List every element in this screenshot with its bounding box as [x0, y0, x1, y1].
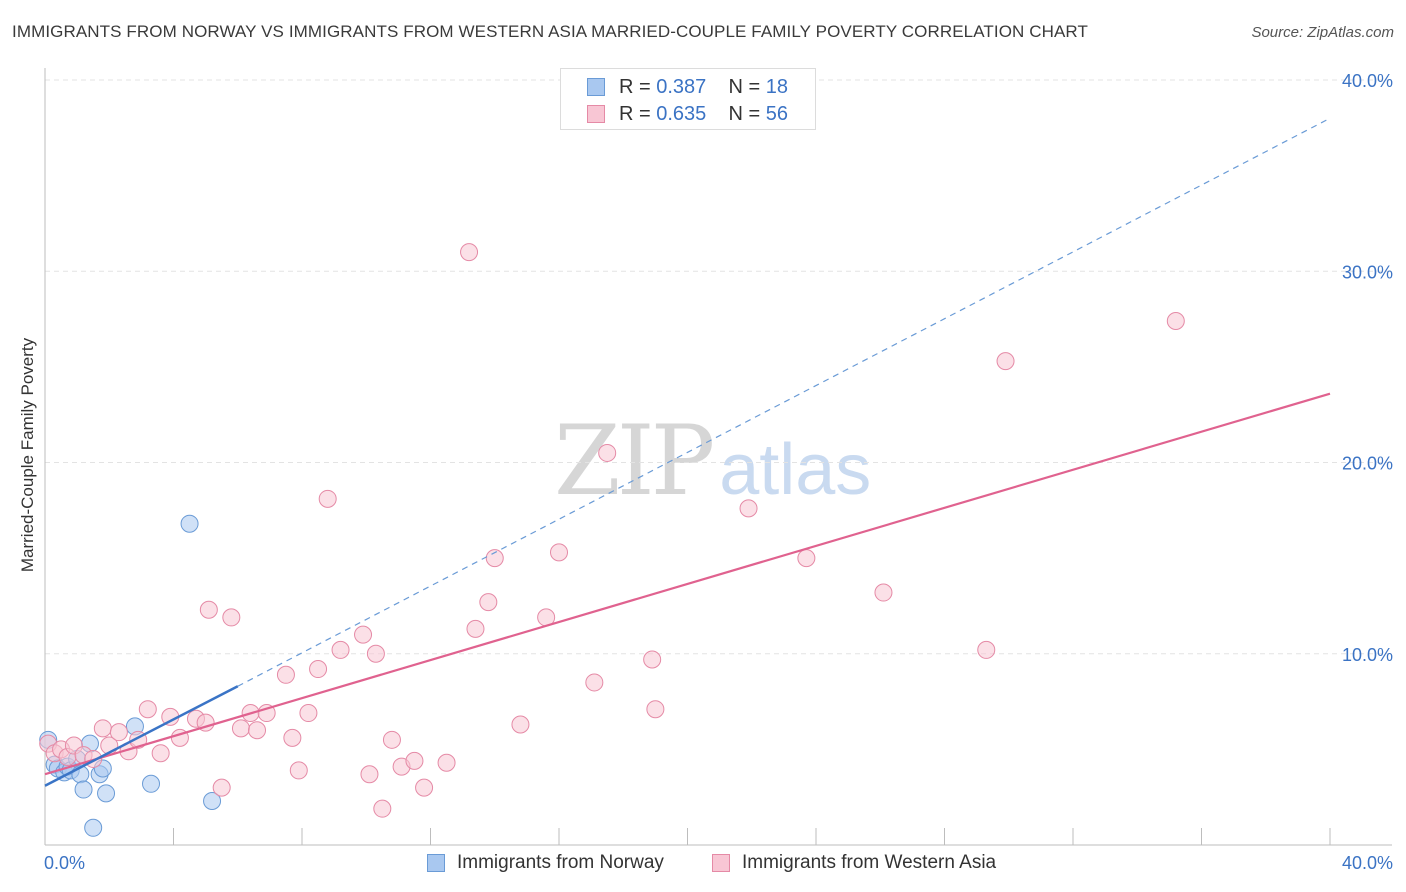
norway-point	[203, 792, 222, 811]
western-asia-point	[479, 593, 498, 612]
western-asia-point	[797, 549, 816, 568]
western-asia-point	[1166, 311, 1185, 330]
western-asia-point	[212, 778, 231, 797]
legend-r-label: R =	[619, 76, 651, 98]
western-asia-point	[415, 778, 434, 797]
correlation-legend: R = 0.387 N = 18 R = 0.635 N = 56	[560, 68, 816, 130]
western-asia-point	[93, 719, 112, 738]
western-asia-point	[550, 543, 568, 562]
series-western-asia	[39, 243, 1185, 818]
norway-point	[74, 780, 93, 799]
western-asia-point	[366, 644, 385, 663]
norway-point	[180, 514, 199, 533]
norway-point	[142, 774, 161, 793]
x-tick-label: 40.0%	[1342, 853, 1393, 873]
legend-n-label: N =	[728, 76, 761, 98]
western-asia-point	[382, 730, 401, 749]
legend-n-value: 18	[765, 76, 789, 98]
western-asia-point	[643, 650, 662, 669]
western-asia-point	[360, 765, 379, 784]
legend-r-value: 0.387	[656, 76, 707, 98]
western-asia-point	[598, 443, 617, 462]
watermark-zip: ZIP	[554, 405, 715, 517]
legend-swatch-norway	[427, 854, 445, 872]
legend-r-value: 0.635	[656, 103, 707, 125]
western-asia-point	[354, 625, 373, 644]
legend-label-norway: Immigrants from Norway	[457, 852, 664, 873]
series-legend: Immigrants from Norway Immigrants from W…	[0, 852, 1406, 878]
western-asia-point	[289, 761, 308, 780]
western-asia-point	[466, 619, 485, 638]
western-asia-point	[283, 728, 302, 747]
western-asia-point	[222, 608, 241, 627]
western-asia-point	[299, 704, 318, 723]
chart-title: IMMIGRANTS FROM NORWAY VS IMMIGRANTS FRO…	[12, 22, 1088, 41]
western-asia-point	[874, 583, 893, 602]
legend-r-label: R =	[619, 103, 651, 125]
x-tick-label: 0.0%	[44, 853, 85, 873]
trend-line-norway	[44, 685, 239, 787]
western-asia-point	[309, 660, 328, 679]
legend-swatch-norway	[587, 78, 605, 96]
legend-swatch-western-asia	[587, 105, 605, 123]
y-tick-label: 30.0%	[1342, 262, 1393, 282]
western-asia-point	[199, 600, 218, 619]
trend-line-western-asia	[44, 392, 1331, 776]
western-asia-point	[977, 640, 996, 659]
source-credit: Source: ZipAtlas.com	[1251, 24, 1394, 41]
western-asia-point	[460, 243, 479, 262]
y-axis-label: Married-Couple Family Poverty	[18, 337, 37, 573]
y-tick-label: 10.0%	[1342, 645, 1393, 665]
series-norway	[39, 514, 222, 837]
western-asia-point	[109, 723, 128, 742]
western-asia-point	[373, 799, 392, 818]
watermark: ZIP atlas	[554, 405, 871, 517]
western-asia-point	[138, 700, 157, 719]
watermark-atlas: atlas	[719, 430, 872, 510]
norway-point	[97, 784, 116, 803]
western-asia-point	[585, 673, 604, 692]
western-asia-point	[331, 640, 350, 659]
trend-line-norway-extension	[237, 117, 1331, 687]
legend-label-western-asia: Immigrants from Western Asia	[742, 852, 997, 873]
western-asia-point	[151, 744, 170, 763]
y-tick-label: 20.0%	[1342, 454, 1393, 474]
western-asia-point	[511, 715, 530, 734]
legend-n-label: N =	[728, 103, 761, 125]
western-asia-point	[231, 719, 250, 738]
legend-n-value: 56	[765, 103, 789, 125]
y-tick-label: 40.0%	[1342, 71, 1393, 91]
western-asia-point	[248, 721, 267, 740]
legend-swatch-western-asia	[712, 854, 730, 872]
western-asia-point	[437, 753, 456, 772]
western-asia-point	[405, 751, 424, 770]
western-asia-point	[739, 499, 758, 518]
western-asia-point	[485, 549, 504, 568]
western-asia-point	[318, 489, 337, 508]
western-asia-point	[996, 352, 1015, 371]
western-asia-point	[276, 665, 295, 684]
norway-point	[84, 818, 103, 837]
western-asia-point	[646, 700, 665, 719]
